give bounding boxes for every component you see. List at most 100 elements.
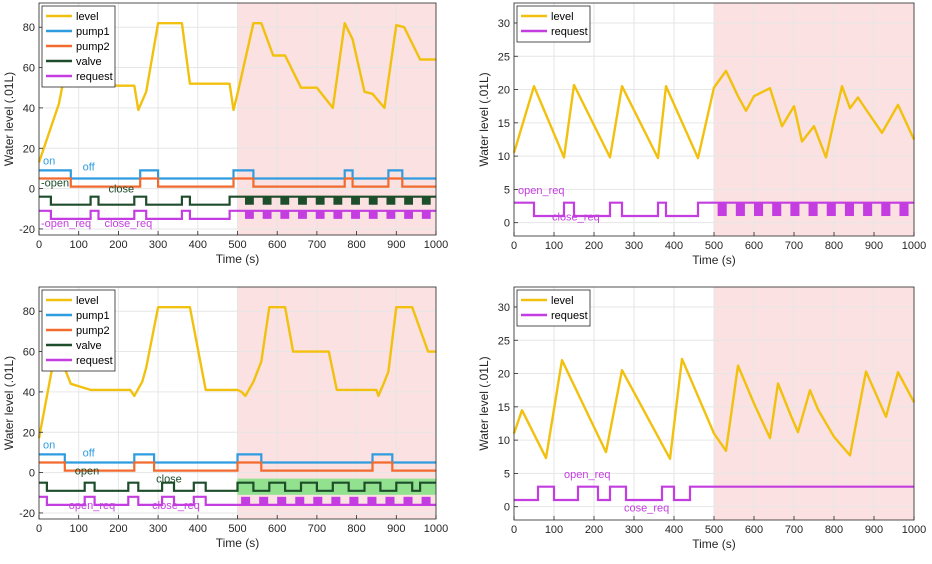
burst-block-request xyxy=(421,496,431,505)
x-axis-label: Time (s) xyxy=(216,536,260,550)
legend-label-pump1: pump1 xyxy=(76,310,110,322)
y-tick-label: 60 xyxy=(23,63,35,75)
legend-label-valve: valve xyxy=(76,340,102,352)
burst-block-request xyxy=(262,210,272,219)
x-tick-label: 400 xyxy=(189,523,207,535)
x-tick-label: 300 xyxy=(149,523,167,535)
x-tick-label: 500 xyxy=(228,239,246,251)
valve-highlight-band xyxy=(237,478,436,495)
series-level xyxy=(512,69,916,160)
x-tick-label: 400 xyxy=(665,240,683,252)
x-tick-label: 300 xyxy=(625,240,643,252)
burst-block-request xyxy=(245,210,254,219)
burst-block-request xyxy=(404,210,414,219)
burst-block-request xyxy=(331,496,341,505)
step-pump2 xyxy=(39,177,436,188)
x-tick-label: 700 xyxy=(785,240,803,252)
burst-block-request xyxy=(259,496,269,505)
series-pump2 xyxy=(39,177,436,188)
step-pump1 xyxy=(39,169,436,180)
y-tick-label: 40 xyxy=(23,103,35,115)
burst-block-request xyxy=(386,210,396,219)
y-tick-label: 80 xyxy=(23,306,35,318)
x-tick-label: 800 xyxy=(825,524,843,536)
y-tick-label: 20 xyxy=(498,369,510,381)
x-tick-label: 500 xyxy=(228,523,246,535)
y-tick-label: 15 xyxy=(498,402,510,414)
burst-block-request xyxy=(772,202,782,217)
x-tick-label: 800 xyxy=(347,239,365,251)
burst-block-valve xyxy=(245,196,254,205)
x-tick-label: 100 xyxy=(545,240,563,252)
x-tick-label: 600 xyxy=(268,239,286,251)
x-tick-label: 700 xyxy=(785,524,803,536)
y-tick-label: 0 xyxy=(29,468,35,480)
x-tick-label: 100 xyxy=(70,523,88,535)
burst-block-request xyxy=(298,210,307,219)
burst-block-valve xyxy=(280,196,290,205)
y-tick-label: 30 xyxy=(498,18,510,30)
line-level xyxy=(512,69,916,160)
x-tick-label: 500 xyxy=(705,240,723,252)
x-tick-label: 0 xyxy=(511,524,517,536)
annotation-request: close_req xyxy=(552,212,600,224)
burst-block-request xyxy=(735,202,745,217)
x-tick-label: 100 xyxy=(545,524,563,536)
y-tick-label: 20 xyxy=(23,427,35,439)
burst-block-request xyxy=(313,496,323,505)
step-request xyxy=(39,209,436,220)
y-tick-label: 10 xyxy=(498,151,510,163)
burst-block-valve xyxy=(315,196,325,205)
x-tick-label: 400 xyxy=(665,524,683,536)
legend-label-level: level xyxy=(76,11,99,23)
x-tick-label: 500 xyxy=(705,524,723,536)
annotation-request: close_req xyxy=(105,218,153,230)
legend: level pump1 pump2 valve request xyxy=(41,5,116,88)
legend-label-request: request xyxy=(551,310,588,322)
legend: level pump1 pump2 valve request xyxy=(41,289,116,372)
x-tick-label: 900 xyxy=(387,239,405,251)
series-pump1 xyxy=(39,169,436,180)
x-tick-label: 700 xyxy=(308,239,326,251)
y-tick-label: 20 xyxy=(23,143,35,155)
series-request xyxy=(514,485,914,502)
attack-region-shade xyxy=(714,3,914,236)
legend-label-level: level xyxy=(76,295,99,307)
x-tick-label: 100 xyxy=(70,239,88,251)
burst-block-request xyxy=(277,496,287,505)
annotation-valve: close xyxy=(108,184,134,196)
burst-block-request xyxy=(899,202,909,217)
series-request xyxy=(39,495,436,506)
burst-block-request xyxy=(351,210,360,219)
y-tick-label: 80 xyxy=(23,22,35,34)
y-tick-label: 60 xyxy=(23,347,35,359)
x-tick-label: 200 xyxy=(585,524,603,536)
series-request xyxy=(39,209,436,220)
x-tick-label: 600 xyxy=(745,524,763,536)
x-axis-label: Time (s) xyxy=(692,253,736,267)
annotation-request: open_req xyxy=(564,469,611,481)
series-valve xyxy=(39,481,436,492)
legend-label-request: request xyxy=(76,71,113,83)
x-tick-label: 900 xyxy=(387,523,405,535)
y-tick-label: 0 xyxy=(504,218,510,230)
annotation-pump1: off xyxy=(83,447,96,459)
y-tick-label: 0 xyxy=(504,502,510,514)
legend-box xyxy=(516,5,591,43)
x-tick-label: 200 xyxy=(109,239,127,251)
annotation-pump1: on xyxy=(43,155,55,167)
burst-block-request xyxy=(295,496,305,505)
x-tick-label: 400 xyxy=(189,239,207,251)
step-request xyxy=(514,201,914,218)
x-axis-label: Time (s) xyxy=(216,252,260,266)
y-tick-label: -20 xyxy=(19,224,35,236)
y-tick-label: 10 xyxy=(498,435,510,447)
legend-label-valve: valve xyxy=(76,56,102,68)
series-pump2 xyxy=(39,461,436,472)
x-tick-label: 0 xyxy=(511,240,517,252)
x-tick-label: 800 xyxy=(825,240,843,252)
burst-block-request xyxy=(280,210,290,219)
step-pump1 xyxy=(39,453,436,464)
